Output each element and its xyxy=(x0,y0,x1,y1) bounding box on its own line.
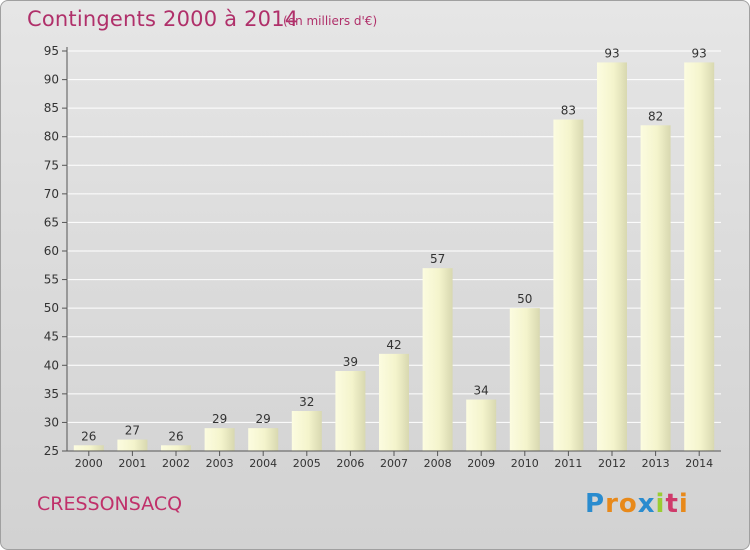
y-tick-label: 40 xyxy=(44,358,59,372)
logo-letter: r xyxy=(605,489,619,519)
logo-letter: i xyxy=(678,489,689,519)
y-tick-label: 60 xyxy=(44,244,59,258)
bar-2005 xyxy=(291,411,322,451)
bar-value-label: 50 xyxy=(517,292,532,306)
y-tick-label: 90 xyxy=(44,73,59,87)
y-tick-label: 35 xyxy=(44,387,59,401)
bar-value-label: 26 xyxy=(81,429,96,443)
bar-value-label: 39 xyxy=(343,355,358,369)
y-tick-label: 25 xyxy=(44,444,59,458)
bar-value-label: 32 xyxy=(299,395,314,409)
bar-2002 xyxy=(161,445,191,451)
proxiti-logo: Proxiti xyxy=(585,489,689,519)
y-tick-label: 50 xyxy=(44,301,59,315)
bar-value-label: 83 xyxy=(561,104,576,118)
bar-value-label: 34 xyxy=(474,384,489,398)
x-tick-label: 2010 xyxy=(511,457,539,470)
logo-letter: i xyxy=(655,489,666,519)
bar-2009 xyxy=(466,399,497,451)
bar-value-label: 42 xyxy=(386,338,401,352)
bar-value-labels: 26 27 26 29 29 32 39 42 57 34 50 83 93 82 93 xyxy=(81,46,707,443)
bar-2013 xyxy=(640,125,671,452)
y-tick-label: 55 xyxy=(44,273,59,287)
x-tick-label: 2004 xyxy=(249,457,277,470)
axes: 25 30 35 40 45 50 55 60 65 70 75 80 85 90 95 2000 2001 20… xyxy=(44,44,721,470)
y-tick-label: 85 xyxy=(44,101,59,115)
bar-value-label: 57 xyxy=(430,252,445,266)
bar-2010 xyxy=(509,308,540,451)
chart-title: Contingents 2000 à 2014 xyxy=(27,7,299,31)
bar-2004 xyxy=(248,428,279,451)
bar-2006 xyxy=(335,371,366,451)
bar-2011 xyxy=(553,119,584,452)
logo-letter: t xyxy=(665,489,679,519)
place-name: CRESSONSACQ xyxy=(37,493,183,515)
y-tick-label: 30 xyxy=(44,415,59,429)
x-tick-label: 2013 xyxy=(642,457,670,470)
x-tick-label: 2005 xyxy=(293,457,321,470)
bar-value-label: 29 xyxy=(256,412,271,426)
logo-letter: P xyxy=(585,489,606,519)
y-tick-label: 75 xyxy=(44,158,59,172)
bar-2003 xyxy=(204,428,235,451)
y-tick-label: 80 xyxy=(44,130,59,144)
x-tick-label: 2008 xyxy=(424,457,452,470)
bars xyxy=(73,62,715,452)
bar-2001 xyxy=(117,439,148,451)
bar-2000 xyxy=(73,445,104,451)
y-tick-label: 95 xyxy=(44,44,59,58)
bar-2012 xyxy=(597,62,627,452)
bar-value-label: 29 xyxy=(212,412,227,426)
bar-value-label: 93 xyxy=(604,46,619,60)
bar-value-label: 27 xyxy=(125,424,140,438)
bar-2014 xyxy=(684,62,715,452)
x-tick-label: 2009 xyxy=(467,457,495,470)
x-tick-label: 2003 xyxy=(206,457,234,470)
bar-2008 xyxy=(422,268,453,451)
x-tick-label: 2001 xyxy=(118,457,146,470)
logo-letter: o xyxy=(618,489,638,519)
y-tick-label: 65 xyxy=(44,215,59,229)
bar-value-label: 82 xyxy=(648,109,663,123)
x-tick-label: 2006 xyxy=(336,457,364,470)
logo-letter: x xyxy=(637,489,656,519)
x-tick-label: 2011 xyxy=(554,457,582,470)
x-tick-label: 2007 xyxy=(380,457,408,470)
bar-value-label: 26 xyxy=(168,429,183,443)
bar-2007 xyxy=(379,353,409,451)
x-tick-label: 2014 xyxy=(685,457,713,470)
x-tick-label: 2000 xyxy=(75,457,103,470)
y-tick-label: 70 xyxy=(44,187,59,201)
x-tick-label: 2012 xyxy=(598,457,626,470)
chart-subtitle: (en milliers d'€) xyxy=(283,14,378,28)
x-tick-label: 2002 xyxy=(162,457,190,470)
bar-value-label: 93 xyxy=(692,46,707,60)
y-tick-label: 45 xyxy=(44,330,59,344)
